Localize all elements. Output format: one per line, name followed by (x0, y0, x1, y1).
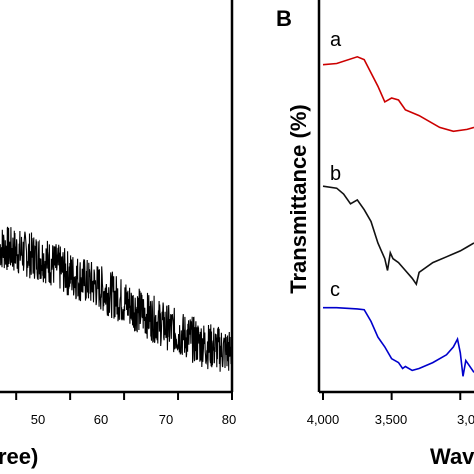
xrd-tick-label-60: 60 (94, 412, 108, 427)
ftir-x-axis-label: Wav (430, 444, 474, 469)
xrd-tick-label-50: 50 (31, 412, 45, 427)
ftir-series-b-line (322, 185, 474, 287)
ftir-tick-label-3000: 3,00 (457, 412, 474, 427)
ftir-panel: B a b c 4,000 3,500 3,00 Transmittance (… (276, 0, 474, 469)
ftir-series-label-b: b (330, 163, 341, 185)
ftir-series-label-a: a (330, 29, 342, 51)
ftir-x-ticks (322, 392, 462, 400)
ftir-series-c-line (323, 306, 474, 377)
ftir-series-label-c: c (330, 279, 340, 301)
xrd-tick-label-70: 70 (159, 412, 173, 427)
ftir-y-axis-label: Transmittance (%) (286, 104, 311, 294)
ftir-tick-label-4000: 4,000 (307, 412, 340, 427)
xrd-series-line (0, 226, 233, 372)
xrd-x-axis-label: ree) (0, 444, 38, 469)
ftir-series-a-line (322, 55, 474, 133)
xrd-tick-label-80: 80 (222, 412, 236, 427)
xrd-x-ticks (15, 392, 233, 400)
xrd-panel: 50 60 70 80 ree) (0, 0, 236, 469)
panel-label-b: B (276, 6, 292, 31)
ftir-tick-label-3500: 3,500 (375, 412, 408, 427)
